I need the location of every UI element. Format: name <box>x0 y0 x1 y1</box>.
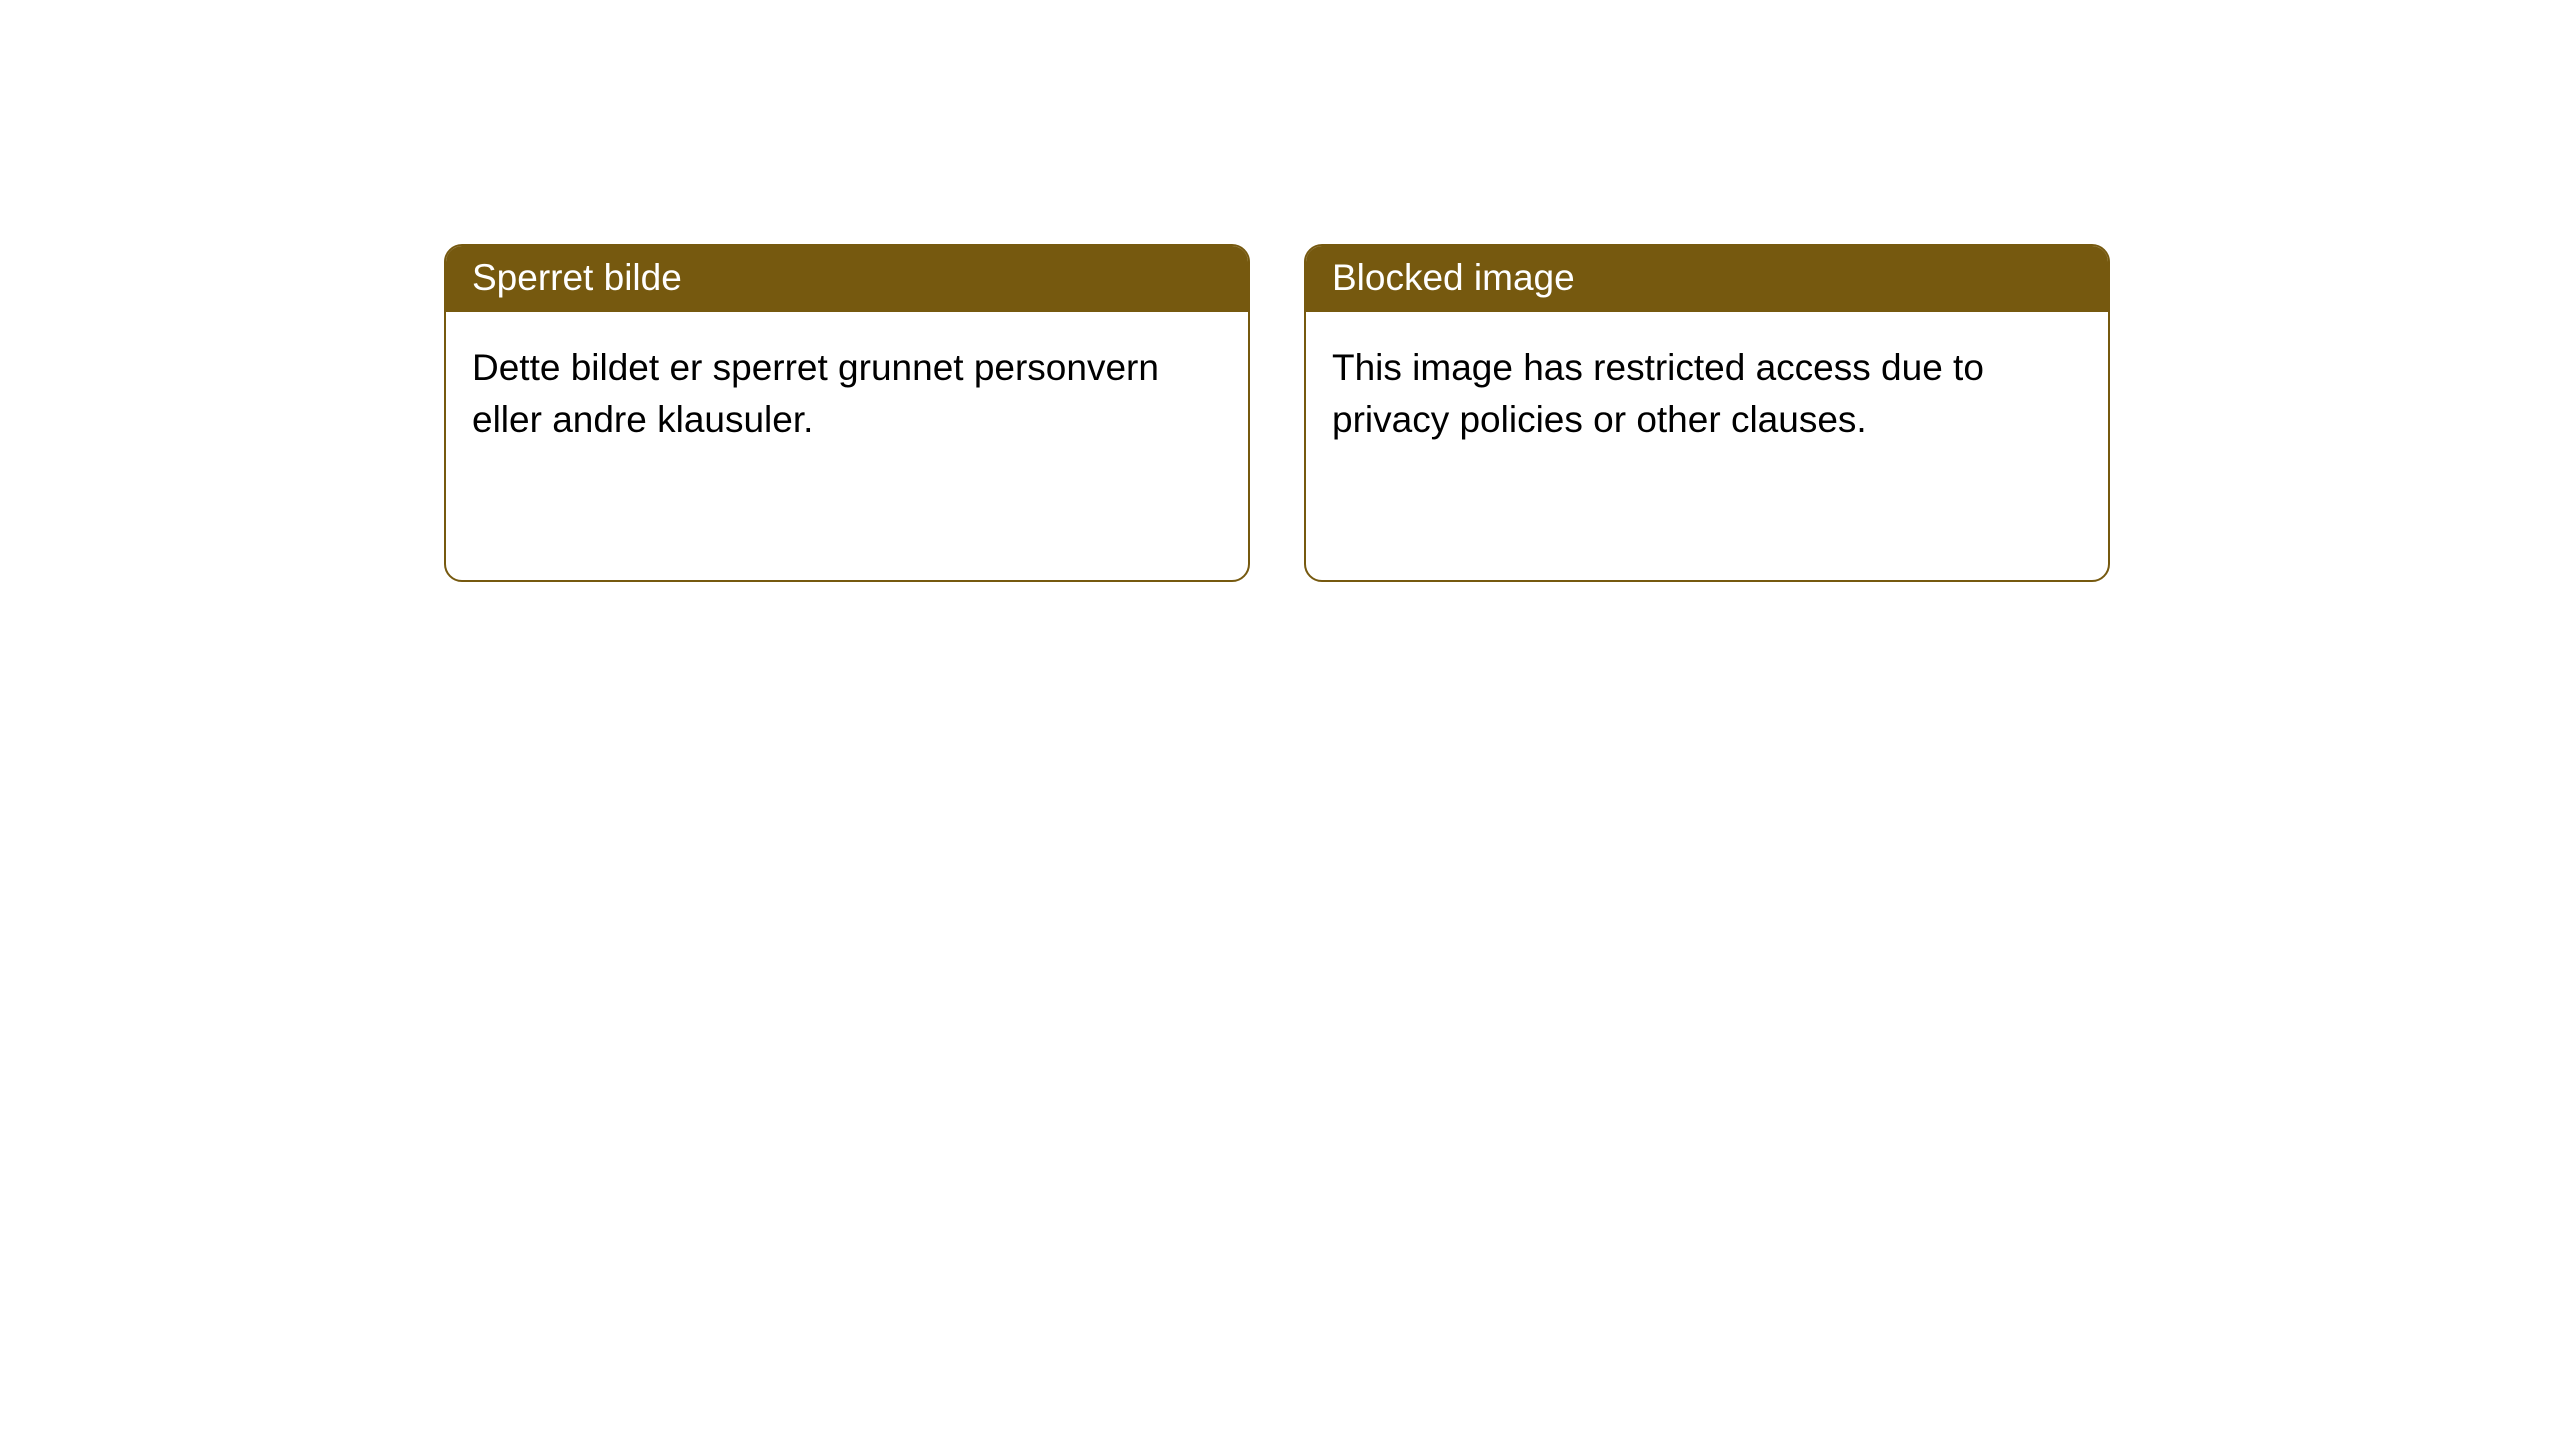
notice-card-body: This image has restricted access due to … <box>1306 312 2108 476</box>
notice-card-english: Blocked image This image has restricted … <box>1304 244 2110 582</box>
notice-card-title: Sperret bilde <box>446 246 1248 312</box>
notice-card-title: Blocked image <box>1306 246 2108 312</box>
notice-container: Sperret bilde Dette bildet er sperret gr… <box>0 0 2560 582</box>
notice-card-norwegian: Sperret bilde Dette bildet er sperret gr… <box>444 244 1250 582</box>
notice-card-body: Dette bildet er sperret grunnet personve… <box>446 312 1248 476</box>
